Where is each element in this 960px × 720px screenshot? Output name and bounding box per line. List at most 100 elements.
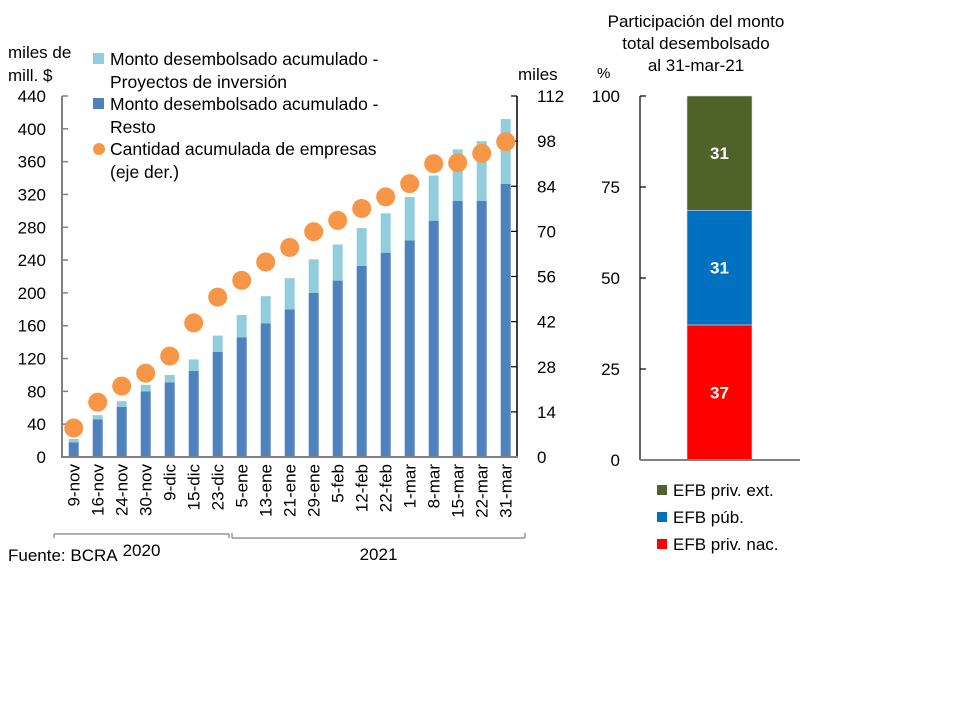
bar-resto (356, 265, 367, 457)
bar-resto (332, 280, 343, 457)
bar-resto (260, 323, 271, 457)
x-tick-label: 29-ene (305, 464, 324, 517)
dot-empresas (472, 143, 492, 163)
bar-proyectos-inversion (212, 335, 223, 352)
bar-proyectos-inversion (92, 415, 103, 420)
percent-axis-label: % (597, 65, 610, 82)
right-legend-marker (657, 539, 667, 549)
left-tick-label: 80 (27, 382, 46, 401)
left-tick-label: 360 (18, 153, 46, 172)
right-tick-label: 98 (537, 132, 556, 151)
legend-label: (eje der.) (110, 162, 179, 182)
left-y-axis-ticks: 0 40 80 120 160 200 240 280 320 360 400 440 (18, 87, 68, 467)
right-tick-label: 56 (537, 268, 556, 287)
legend: Monto desembolsado acumulado -Proyectos … (93, 49, 379, 182)
year-groups: 2020 2021 (53, 533, 526, 564)
right-legend-label: EFB priv. nac. (673, 535, 779, 554)
left-tick-label: 0 (37, 448, 46, 467)
x-tick-label: 9-nov (65, 464, 84, 507)
right-legend-label: EFB púb. (673, 508, 744, 527)
dot-empresas (400, 174, 420, 194)
dot-empresas (352, 198, 372, 218)
x-tick-label: 9-dic (161, 464, 180, 501)
dot-empresas (496, 132, 516, 152)
bar-proyectos-inversion (260, 296, 271, 324)
segment-value-label: 37 (710, 383, 729, 402)
legend-label: Resto (110, 117, 156, 137)
x-tick-label: 30-nov (137, 464, 156, 516)
right-chart: Participación del monto total desembolsad… (592, 12, 800, 554)
bar-resto (476, 201, 487, 457)
x-tick-label: 12-feb (353, 464, 372, 512)
left-axis-title: miles de (8, 43, 71, 62)
left-tick-label: 200 (18, 284, 46, 303)
segment-value-label: 31 (710, 259, 729, 278)
dot-empresas (88, 392, 108, 412)
right-tick-label: 14 (537, 403, 556, 422)
bar-resto (68, 442, 79, 457)
bar-resto (452, 201, 463, 457)
x-tick-label: 16-nov (89, 464, 108, 516)
bar-proyectos-inversion (452, 149, 463, 202)
right-legend-marker (657, 512, 667, 522)
left-tick-label: 40 (27, 415, 46, 434)
bar-resto (284, 309, 295, 457)
bar-resto (308, 292, 319, 457)
right-chart-title-line: Participación del monto (608, 12, 785, 31)
right-tick-label: 70 (537, 222, 556, 241)
dot-empresas (304, 222, 324, 242)
dot-empresas (424, 154, 444, 174)
right-tick-label: 42 (537, 313, 556, 332)
dot-empresas (160, 346, 180, 366)
dot-empresas (448, 153, 468, 173)
dot-empresas (328, 210, 348, 230)
bar-resto (380, 252, 391, 457)
bar-proyectos-inversion (332, 244, 343, 281)
dot-empresas (232, 270, 252, 290)
bar-proyectos-inversion (476, 141, 487, 202)
right-tick-label: 28 (537, 358, 556, 377)
bar-proyectos-inversion (428, 175, 439, 221)
x-tick-label: 21-ene (281, 464, 300, 517)
right-y-axis-ticks: 0 14 28 42 56 70 84 98 112 (511, 87, 564, 467)
legend-label: Monto desembolsado acumulado - (110, 49, 379, 69)
dot-empresas (376, 187, 396, 207)
right-legend-label: EFB priv. ext. (673, 481, 774, 500)
bar-proyectos-inversion (236, 315, 247, 338)
dot-empresas (64, 418, 84, 438)
bar-proyectos-inversion (356, 228, 367, 266)
left-tick-label: 120 (18, 350, 46, 369)
left-tick-label: 440 (18, 87, 46, 106)
dots-group (64, 132, 516, 438)
bar-proyectos-inversion (308, 259, 319, 293)
bar-proyectos-inversion (164, 374, 175, 383)
legend-label: Monto desembolsado acumulado - (110, 94, 379, 114)
source-note: Fuente: BCRA (8, 546, 118, 565)
right-chart-tick-label: 100 (592, 87, 620, 106)
bar-resto (404, 240, 415, 457)
x-tick-label: 24-nov (113, 464, 132, 516)
right-tick-label: 0 (537, 448, 546, 467)
legend-marker-dot (93, 143, 105, 155)
x-tick-label: 31-mar (497, 464, 516, 518)
right-chart-title-line: total desembolsado (622, 34, 769, 53)
x-tick-label: 1-mar (401, 464, 420, 509)
right-chart-tick-label: 75 (601, 178, 620, 197)
right-chart-tick-label: 0 (611, 451, 620, 470)
x-tick-label: 22-mar (473, 464, 492, 518)
left-tick-label: 160 (18, 317, 46, 336)
left-tick-label: 320 (18, 185, 46, 204)
bar-resto (164, 382, 175, 457)
right-tick-label: 84 (537, 177, 556, 196)
dot-empresas (280, 237, 300, 257)
legend-marker-square (93, 98, 104, 109)
right-chart-tick-label: 50 (601, 269, 620, 288)
bar-proyectos-inversion (500, 118, 511, 184)
bar-proyectos-inversion (116, 401, 127, 407)
left-axis-title-line2: mill. $ (8, 66, 53, 85)
dot-empresas (112, 376, 132, 396)
bar-proyectos-inversion (380, 213, 391, 253)
segment-value-label: 31 (710, 144, 729, 163)
dot-empresas (136, 363, 156, 383)
bar-resto (140, 391, 151, 457)
